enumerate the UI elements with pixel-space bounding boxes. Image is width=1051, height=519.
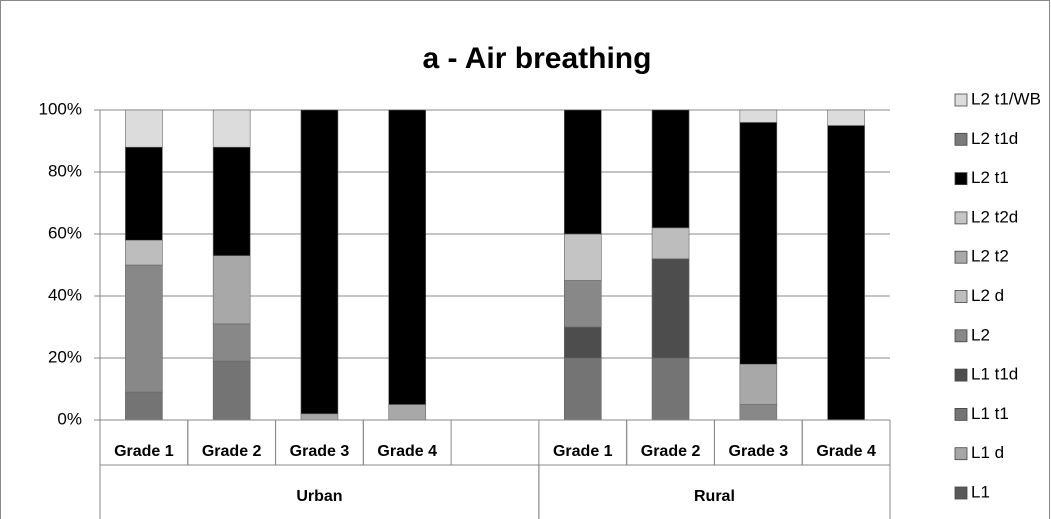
legend-swatch: [954, 172, 968, 186]
legend-swatch: [954, 407, 968, 421]
legend-label: L2 d: [971, 286, 1004, 305]
legend-swatch: [954, 211, 968, 225]
x-tick-label: Grade 3: [290, 443, 350, 460]
x-tick-label: Grade 2: [202, 443, 262, 460]
legend-label: L2 t1: [971, 168, 1009, 187]
y-tick-label: 80%: [48, 161, 82, 180]
bar-segment: [563, 326, 602, 359]
x-tick-label: Grade 2: [641, 443, 701, 460]
bar-segment: [827, 109, 865, 126]
legend-label: L2 t1/WB: [971, 89, 1041, 108]
legend-swatch: [954, 132, 968, 146]
x-tick-label: Grade 3: [729, 443, 789, 460]
legend-label: L1 t1d: [971, 365, 1018, 384]
bar-segment: [563, 280, 602, 328]
legend-swatch: [954, 329, 968, 343]
x-tick-label: Grade 1: [553, 443, 613, 460]
bar-segment: [563, 357, 602, 421]
bar-segment: [827, 125, 865, 421]
y-tick-label: 20%: [48, 347, 82, 366]
bar-segment: [563, 109, 602, 235]
bar-segment: [212, 146, 251, 256]
x-tick-label: Grade 1: [114, 443, 174, 460]
x-tick-label: Grade 4: [816, 443, 876, 460]
bar-segment: [212, 255, 251, 325]
bar-segment: [212, 109, 251, 148]
bar-segment: [739, 404, 778, 421]
x-tick-label: Grade 4: [377, 443, 437, 460]
legend-swatch: [954, 368, 968, 382]
bar-segment: [300, 109, 339, 415]
bar-segment: [388, 109, 427, 405]
legend-label: L1: [971, 482, 990, 501]
bar-segment: [212, 323, 251, 362]
bar-segment: [388, 404, 427, 421]
legend-label: L2: [971, 325, 990, 344]
legend-swatch: [954, 447, 968, 461]
legend-label: L2 t1d: [971, 129, 1018, 148]
y-tick-label: 60%: [48, 223, 82, 242]
legend-swatch: [954, 486, 968, 500]
bar-segment: [651, 258, 690, 359]
legend-swatch: [954, 93, 968, 107]
legend-swatch: [954, 290, 968, 303]
legend-swatch: [954, 250, 968, 264]
bar-segment: [563, 233, 602, 281]
y-tick-label: 100%: [39, 99, 82, 118]
bar-segment: [125, 264, 163, 393]
bar-segment: [212, 360, 251, 421]
bar-segment: [651, 109, 690, 229]
group-label: Rural: [694, 488, 735, 505]
bar-segment: [739, 363, 778, 405]
y-tick-label: 0%: [57, 409, 82, 428]
bar-segment: [125, 146, 163, 241]
bar-segment: [739, 122, 778, 365]
chart-title: a - Air breathing: [423, 42, 652, 75]
bar-segment: [300, 413, 339, 421]
legend-label: L1 d: [971, 443, 1004, 462]
bar-segment: [651, 357, 690, 421]
bar-segment: [125, 109, 163, 148]
y-tick-label: 40%: [48, 285, 82, 304]
bar-segment: [651, 227, 690, 260]
legend-label: L1 t1: [971, 404, 1009, 423]
bar-segment: [125, 239, 163, 266]
legend-label: L2 t2: [971, 247, 1009, 266]
legend-label: L2 t2d: [971, 207, 1018, 226]
bar-segment: [739, 109, 778, 123]
group-label: Urban: [296, 488, 342, 505]
bar-segment: [125, 391, 163, 421]
